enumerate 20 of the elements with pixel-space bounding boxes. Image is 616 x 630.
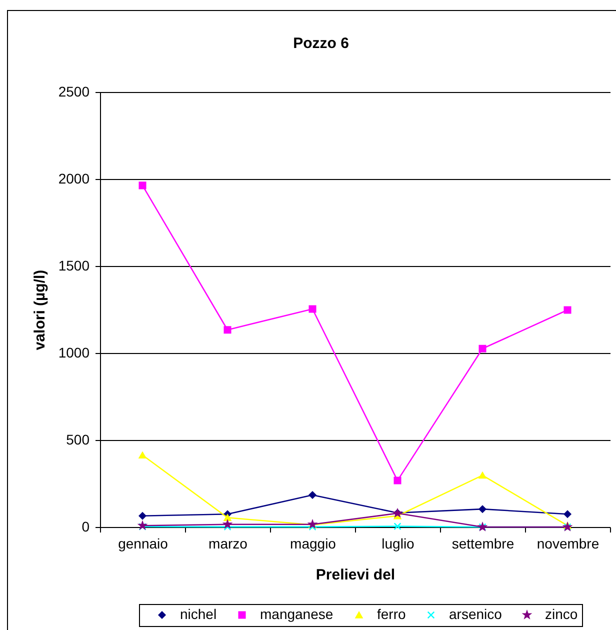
x-tick-label: novembre <box>536 536 600 552</box>
legend-label: arsenico <box>449 606 502 622</box>
legend-label: manganese <box>260 606 334 622</box>
y-tick-label: 500 <box>66 432 90 448</box>
x-tick-label: maggio <box>290 536 336 552</box>
y-tick-label: 2000 <box>58 170 90 186</box>
legend-label: ferro <box>377 606 406 622</box>
y-tick-label: 0 <box>82 518 90 534</box>
chart-title: Pozzo 6 <box>293 35 349 52</box>
x-tick-label: gennaio <box>118 536 168 552</box>
y-axis-title: valori (µg/l) <box>31 270 48 350</box>
x-axis-title: Prelievi del <box>316 566 396 584</box>
x-tick-label: settembre <box>452 536 514 552</box>
legend-label: zinco <box>545 606 578 622</box>
legend-label: nichel <box>180 606 217 622</box>
y-tick-label: 1000 <box>58 344 90 360</box>
x-tick-label: luglio <box>382 536 415 552</box>
y-tick-label: 1500 <box>58 258 90 274</box>
y-tick-label: 2500 <box>58 84 90 100</box>
x-tick-label: marzo <box>208 536 248 552</box>
